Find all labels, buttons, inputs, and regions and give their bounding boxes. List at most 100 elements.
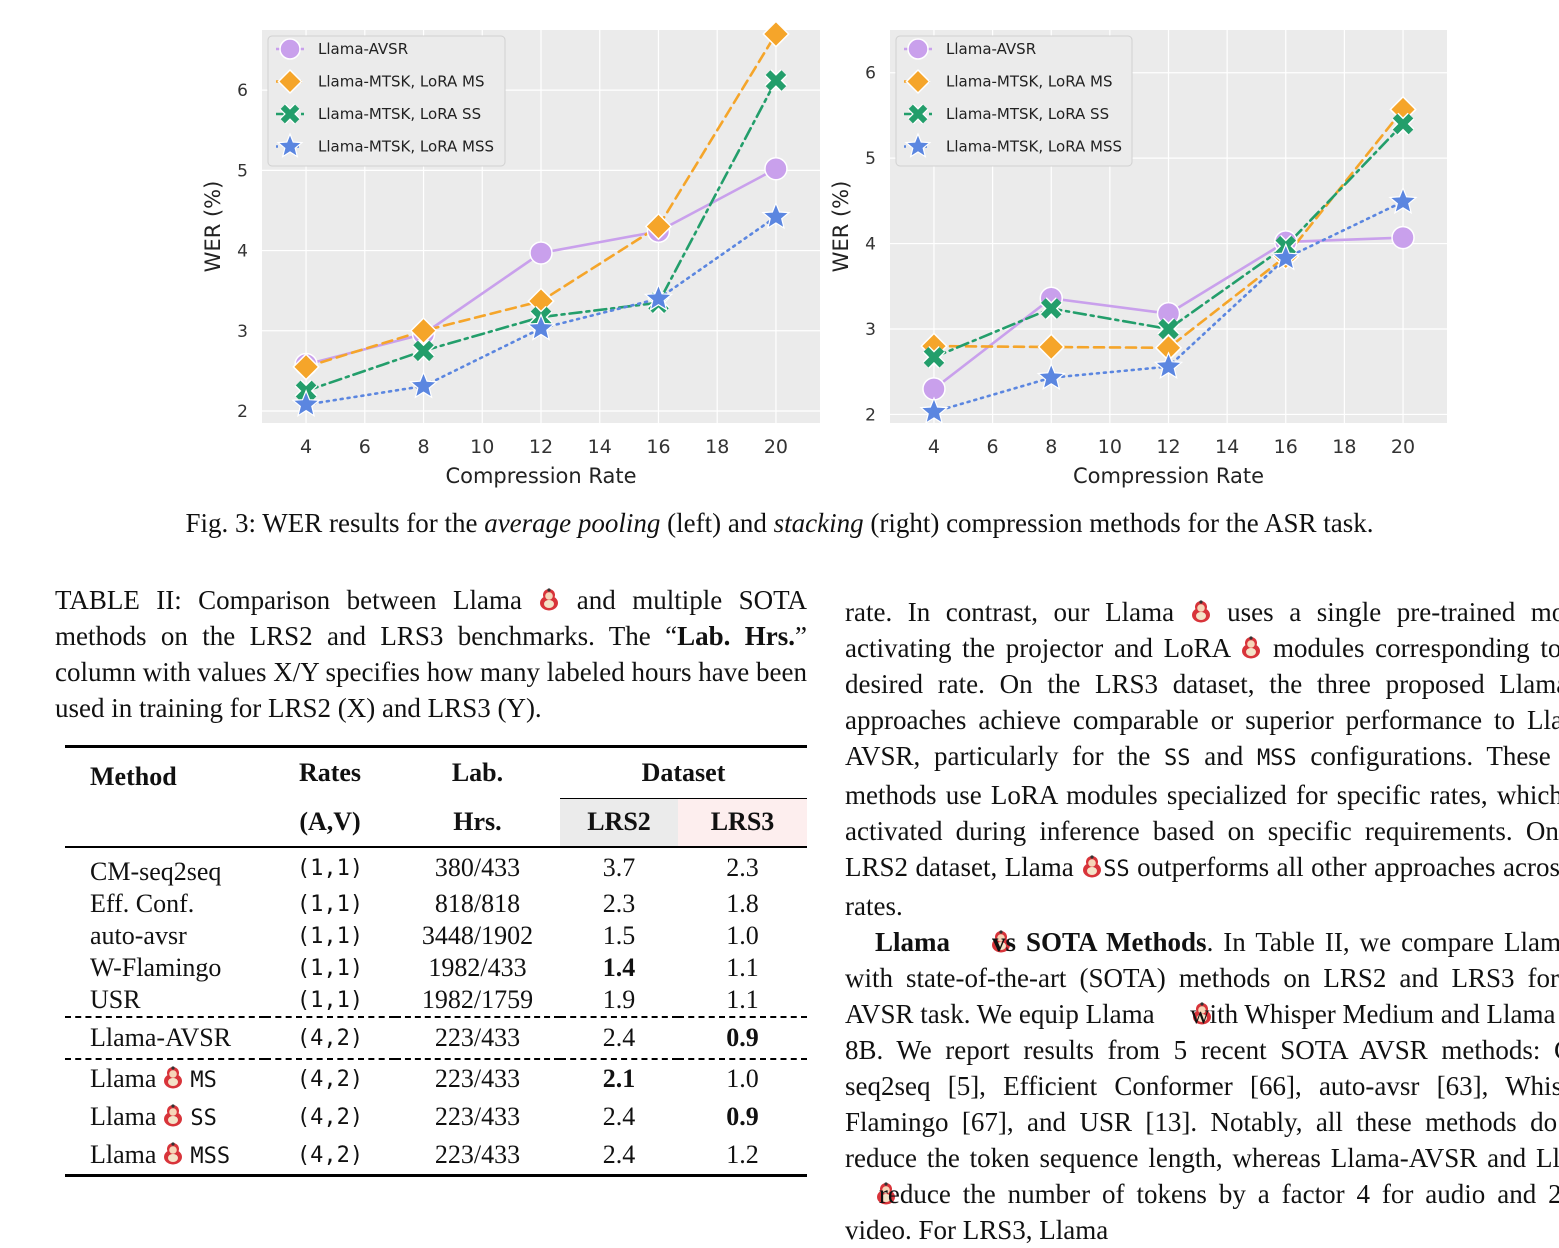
method-cell: Eff. Conf. <box>90 889 195 918</box>
data-point <box>1040 297 1063 320</box>
hours-cell: 380/433 <box>434 853 521 882</box>
legend-marker <box>276 132 304 158</box>
x-tick-label: 8 <box>1045 436 1057 458</box>
lrs3-cell: 2.3 <box>726 853 759 882</box>
rates-cell: (1,1) <box>296 923 364 949</box>
lrs3-cell: 1.1 <box>726 953 759 982</box>
lrs2-cell: 3.7 <box>602 853 636 882</box>
data-point <box>1036 362 1066 391</box>
data-point <box>1271 242 1301 271</box>
legend-label: Llama-MTSK, LoRA MS <box>946 73 1113 91</box>
rates-cell: (4,2) <box>296 1142 364 1168</box>
y-tick-label: 6 <box>865 64 876 84</box>
y-axis-label: WER (%) <box>201 181 225 273</box>
legend-marker <box>277 68 303 95</box>
lrs2-cell: 2.4 <box>602 1023 636 1052</box>
lrs3-cell: 1.2 <box>726 1140 759 1169</box>
x-tick-label: 8 <box>417 436 429 458</box>
series-line <box>304 215 778 406</box>
lrs3-cell: 0.9 <box>726 1023 759 1052</box>
data-point <box>1388 186 1418 215</box>
method-cell: Llama MSS <box>90 1140 231 1169</box>
doll-icon <box>1081 851 1103 878</box>
y-tick-label: 3 <box>237 322 248 342</box>
legend-label: Llama-MTSK, LoRA SS <box>318 105 481 123</box>
header-lrs3: LRS3 <box>710 807 775 837</box>
hours-cell: 223/433 <box>434 1140 521 1169</box>
method-cell: Llama SS <box>90 1102 217 1131</box>
legend-label: Llama-MTSK, LoRA MSS <box>946 138 1122 156</box>
legend-label: Llama-AVSR <box>946 40 1036 58</box>
hours-cell: 1982/1759 <box>421 985 534 1014</box>
table-caption: TABLE II: Comparison between Llama and m… <box>55 585 807 723</box>
hours-cell: 223/433 <box>434 1064 521 1093</box>
table-row: Llama SS (4,2) 223/433 2.4 0.9 <box>65 1098 807 1136</box>
data-point <box>761 201 791 230</box>
lrs2-cell: 1.9 <box>602 985 636 1014</box>
rates-cell: (1,1) <box>296 855 364 881</box>
legend-marker <box>904 132 932 158</box>
x-tick-label: 6 <box>987 436 999 458</box>
doll-icon <box>1161 998 1212 1025</box>
lrs3-cell: 1.0 <box>726 1064 759 1093</box>
x-tick-label: 12 <box>529 436 553 458</box>
data-point <box>764 157 788 181</box>
rates-cell: (4,2) <box>296 1066 364 1092</box>
right-wer-chart: 4 6 8 10 12 14 16 18 20 2 3 4 5 6 Compression Rate WER … <box>829 30 1447 488</box>
doll-icon <box>1240 632 1262 659</box>
y-tick-label: 5 <box>237 161 248 181</box>
doll-icon <box>960 926 1011 953</box>
legend: Llama-AVSR Llama-MTSK, LoRA MS Llama-MTSK,… <box>895 35 1133 167</box>
table-row: Eff. Conf. (1,1) 818/818 2.3 1.8 <box>65 888 807 920</box>
lrs3-cell: 1.8 <box>726 889 759 918</box>
table-row: CM-seq2seq (1,1) 380/433 3.7 2.3 <box>65 847 807 888</box>
table-row: Llama MSS (4,2) 223/433 2.4 1.2 <box>65 1136 807 1176</box>
x-tick-label: 14 <box>588 436 612 458</box>
x-tick-label: 10 <box>1098 436 1122 458</box>
data-point <box>412 339 435 363</box>
data-point <box>1391 112 1415 136</box>
table-row: Llama-AVSR (4,2) 223/433 2.4 0.9 <box>65 1017 807 1059</box>
method-cell: W-Flamingo <box>90 953 222 982</box>
x-tick-label: 20 <box>764 436 788 458</box>
legend-label: Llama-AVSR <box>318 40 408 58</box>
x-axis-label: Compression Rate <box>1073 464 1264 488</box>
legend-marker <box>907 38 929 60</box>
hours-cell: 3448/1902 <box>421 921 534 950</box>
avsr-rows: Llama-AVSR (4,2) 223/433 2.4 0.9 <box>65 1017 807 1059</box>
x-tick-label: 6 <box>359 436 371 458</box>
hours-cell: 223/433 <box>434 1023 521 1052</box>
header-lab-sub: Hrs. <box>453 807 502 836</box>
table-row: Llama MS (4,2) 223/433 2.1 1.0 <box>65 1059 807 1098</box>
x-tick-label: 4 <box>928 436 940 458</box>
header-lrs2: LRS2 <box>587 807 651 837</box>
lrs2-cell: 2.1 <box>602 1064 636 1093</box>
table-row: W-Flamingo (1,1) 1982/433 1.4 1.1 <box>65 952 807 984</box>
lrs2-cell: 2.3 <box>602 889 636 918</box>
data-point <box>764 69 788 92</box>
table-row: USR (1,1) 1982/1759 1.9 1.1 <box>65 984 807 1017</box>
x-tick-label: 16 <box>646 436 670 458</box>
lrs2-cell: 1.4 <box>602 953 636 982</box>
legend-label: Llama-MTSK, LoRA SS <box>946 105 1109 123</box>
legend-marker <box>907 103 929 125</box>
hours-cell: 223/433 <box>434 1102 521 1131</box>
x-tick-label: 12 <box>1156 436 1180 458</box>
method-cell: USR <box>90 985 141 1014</box>
data-point <box>1037 333 1065 361</box>
header-method: Method <box>90 762 177 791</box>
y-tick-label: 4 <box>865 235 876 255</box>
lrs3-cell: 1.0 <box>726 921 759 950</box>
rates-cell: (1,1) <box>296 987 364 1013</box>
x-tick-label: 14 <box>1215 436 1239 458</box>
hours-cell: 818/818 <box>434 889 521 918</box>
lrs2-cell: 2.4 <box>602 1102 636 1131</box>
data-point <box>922 345 946 369</box>
lrs2-cell: 2.4 <box>602 1140 636 1169</box>
paragraph-2: Llama vs SOTA Methods. In Table II, we c… <box>845 926 1559 1245</box>
lrs3-cell: 0.9 <box>726 1102 759 1131</box>
data-point <box>762 20 790 48</box>
data-point <box>409 317 438 345</box>
y-tick-label: 4 <box>237 242 248 262</box>
method-cell: Llama-AVSR <box>90 1023 232 1052</box>
